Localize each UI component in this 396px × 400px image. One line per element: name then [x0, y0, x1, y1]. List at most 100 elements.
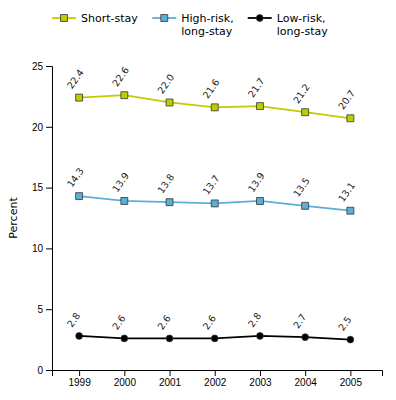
data-label: 13.5 — [291, 175, 312, 199]
data-label: 2.6 — [155, 313, 173, 332]
y-tick-label: 20 — [32, 122, 44, 133]
legend: Short-stay High-risk,long-stay Low-risk,lo… — [52, 12, 328, 38]
x-tick-mark — [170, 370, 171, 376]
data-label: 2.7 — [291, 312, 309, 331]
y-tick: 20 — [32, 122, 52, 133]
point — [166, 99, 173, 106]
legend-item: Low-risk,long-stay — [248, 12, 328, 38]
series-line — [79, 196, 350, 211]
chart: 1999 2000 2001 2002 2003 2004 2005 0 5 10 15 20 25 22… — [0, 0, 396, 400]
legend-label: High-risk,long-stay — [181, 12, 233, 38]
x-tick-label: 2004 — [295, 377, 318, 388]
data-label: 2.6 — [200, 313, 218, 332]
x-tick-mark — [260, 370, 261, 376]
data-label: 13.7 — [200, 173, 221, 197]
y-axis-line — [46, 67, 53, 371]
point — [166, 335, 173, 342]
point — [302, 334, 309, 341]
x-tick-mark — [350, 370, 351, 376]
x-tick: 2002 — [204, 370, 227, 388]
point — [302, 109, 309, 116]
data-label: 2.6 — [110, 313, 128, 332]
x-axis-line — [53, 371, 383, 377]
legend-item: High-risk,long-stay — [152, 12, 233, 38]
y-tick: 15 — [32, 182, 52, 193]
data-label: 13.9 — [110, 170, 131, 194]
point — [76, 94, 83, 101]
x-tick-mark — [124, 370, 125, 376]
data-label: 2.8 — [65, 310, 83, 329]
x-tick-label: 2005 — [340, 377, 363, 388]
data-label: 21.2 — [291, 82, 312, 106]
x-tick-label: 1999 — [68, 377, 91, 388]
x-tick: 1999 — [68, 370, 91, 388]
point — [302, 202, 309, 209]
legend-swatch-marker — [161, 15, 168, 22]
data-label: 20.7 — [336, 88, 357, 112]
data-label: 22.4 — [65, 67, 86, 91]
point — [347, 336, 354, 343]
y-tick-mark — [46, 188, 52, 189]
legend-item: Short-stay — [52, 12, 138, 25]
y-tick-mark — [46, 127, 52, 128]
x-tick-label: 2000 — [114, 377, 137, 388]
point — [76, 333, 83, 340]
x-tick-label: 2002 — [204, 377, 227, 388]
y-axis-title: Percent — [7, 197, 20, 239]
data-label: 22.0 — [155, 72, 176, 96]
y-tick-mark — [46, 66, 52, 67]
point — [256, 198, 263, 205]
x-tick-mark — [79, 370, 80, 376]
point — [211, 200, 218, 207]
data-label: 21.7 — [246, 76, 267, 100]
point — [211, 335, 218, 342]
point — [76, 193, 83, 200]
point — [121, 198, 128, 205]
data-label: 13.9 — [246, 170, 267, 194]
x-tick: 2004 — [295, 370, 318, 388]
data-label: 2.5 — [336, 314, 354, 333]
legend-label: Short-stay — [81, 12, 138, 25]
y-tick: 25 — [32, 61, 52, 72]
data-labels: 22.4 22.6 22.0 21.6 21.7 21.2 20.7 14.3 13.9 13.8… — [65, 65, 357, 333]
data-label: 22.6 — [110, 65, 131, 89]
plot: 1999 2000 2001 2002 2003 2004 2005 0 5 10 15 20 25 22… — [32, 61, 383, 388]
point — [257, 333, 264, 340]
x-tick-label: 2003 — [249, 377, 272, 388]
y-axis: 0 5 10 15 20 25 — [32, 61, 53, 376]
point — [166, 199, 173, 206]
point — [347, 207, 354, 214]
y-tick-label: 5 — [37, 304, 43, 315]
y-tick-mark — [46, 309, 52, 310]
data-label: 2.8 — [246, 310, 264, 329]
y-tick-label: 25 — [32, 61, 44, 72]
x-tick-mark — [215, 370, 216, 376]
legend-swatch-marker — [256, 15, 263, 22]
point — [121, 335, 128, 342]
data-label: 21.6 — [200, 77, 221, 101]
legend-label: Low-risk,long-stay — [277, 12, 328, 38]
data-label: 13.1 — [336, 180, 357, 204]
point — [211, 104, 218, 111]
chart-container: 1999 2000 2001 2002 2003 2004 2005 0 5 10 15 20 25 22… — [0, 0, 396, 400]
y-tick: 0 — [37, 365, 52, 376]
x-tick: 2000 — [114, 370, 137, 388]
y-tick-label: 10 — [32, 243, 44, 254]
y-tick-mark — [46, 370, 52, 371]
point — [347, 115, 354, 122]
x-tick: 2005 — [340, 370, 363, 388]
x-tick-label: 2001 — [159, 377, 182, 388]
legend-swatch-marker — [61, 15, 68, 22]
point — [256, 103, 263, 110]
x-axis: 1999 2000 2001 2002 2003 2004 2005 — [53, 370, 383, 388]
x-tick-mark — [305, 370, 306, 376]
point — [121, 92, 128, 99]
data-label: 14.3 — [65, 166, 86, 190]
y-tick-label: 0 — [37, 365, 43, 376]
y-tick-label: 15 — [32, 182, 44, 193]
series-line — [79, 95, 350, 118]
x-tick: 2001 — [159, 370, 182, 388]
y-tick-mark — [46, 248, 52, 249]
x-tick: 2003 — [249, 370, 272, 388]
data-label: 13.8 — [155, 172, 176, 196]
